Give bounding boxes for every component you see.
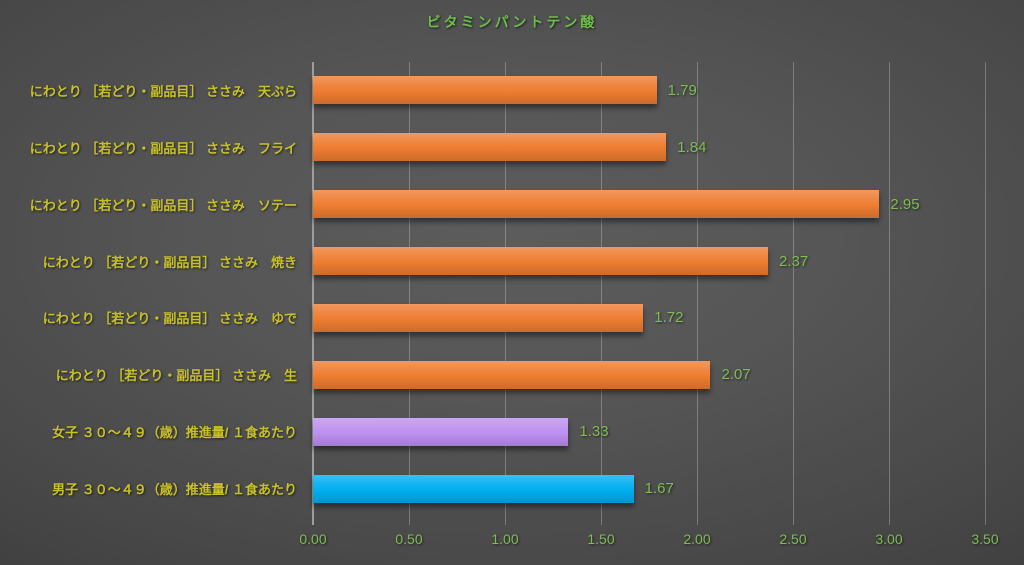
gridline [601,62,602,525]
bar [313,303,644,332]
gridline [793,62,794,525]
category-label: にわとり ［若どり・副品目］ ささみ 天ぷら [29,83,297,99]
bar-row: 2.37 [313,233,985,290]
x-tick-label: 1.50 [587,531,615,547]
x-tick-label: 0.50 [395,531,423,547]
bar [313,247,769,276]
bar-row: 2.95 [313,176,985,233]
x-tick-label: 3.00 [875,531,903,547]
category-label: 女子 ３０～４９（歳）推進量/ １食あたり [52,425,297,441]
x-axis: 0.00 0.50 1.00 1.50 2.00 2.50 3.00 3.50 [299,531,998,553]
y-axis-line [312,62,314,525]
bar-row: 1.84 [313,119,985,176]
bar [313,474,634,503]
bar-row: 1.79 [313,62,985,119]
gridline [697,62,698,525]
category-label: にわとり ［若どり・副品目］ ささみ 生 [55,368,297,384]
bar [313,190,880,219]
x-tick-label: 1.00 [491,531,519,547]
value-label: 2.07 [721,366,751,384]
x-tick-label: 2.00 [683,531,711,547]
bar-row: 2.07 [313,346,985,403]
x-tick-label: 0.00 [299,531,327,547]
category-label: にわとり ［若どり・副品目］ ささみ ソテー [29,197,297,213]
bar [313,76,657,105]
category-label: にわとり ［若どり・副品目］ ささみ 焼き [42,254,297,270]
gridline [985,62,986,525]
x-tick-label: 3.50 [971,531,999,547]
plot-area: 1.79 1.84 2.95 2.37 1.72 2.07 1.33 1.67 [312,62,986,525]
category-label: にわとり ［若どり・副品目］ ささみ フライ [29,140,297,156]
x-tick-label: 2.50 [779,531,807,547]
category-label: にわとり ［若どり・副品目］ ささみ ゆで [42,311,297,327]
chart-title: ビタミンパントテン酸 [426,14,598,30]
value-label: 1.67 [644,480,674,498]
value-label: 1.33 [579,423,609,441]
bar-row: 1.67 [313,460,985,517]
value-label: 2.37 [779,252,809,270]
bar-row: 1.72 [313,290,985,347]
category-axis: にわとり ［若どり・副品目］ ささみ 天ぷら にわとり ［若どり・副品目］ ささみ… [0,62,305,517]
bar [313,133,667,162]
category-label: 男子 ３０～４９（歳）推進量/ １食あたり [52,482,297,498]
bar-row: 1.33 [313,403,985,460]
value-label: 1.72 [654,309,684,327]
gridline [409,62,410,525]
bar [313,360,711,389]
value-label: 2.95 [890,195,920,213]
bar [313,417,569,446]
value-label: 1.84 [677,138,707,156]
value-label: 1.79 [667,81,697,99]
gridline [505,62,506,525]
gridline [889,62,890,525]
